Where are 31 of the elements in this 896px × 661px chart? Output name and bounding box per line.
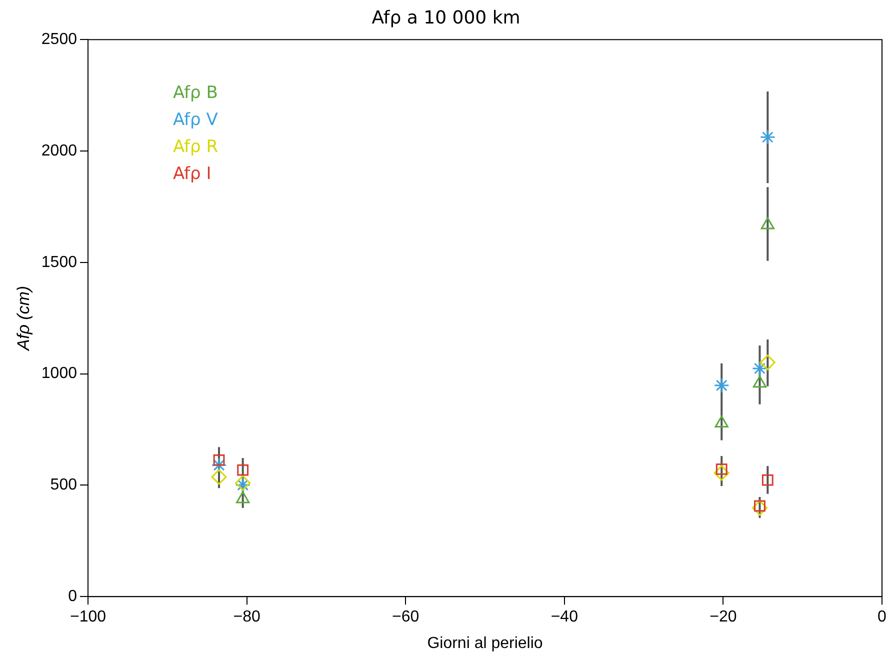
point	[211, 469, 227, 485]
point	[760, 129, 776, 145]
point	[714, 465, 730, 481]
point	[752, 360, 768, 376]
y-tick-label: 0	[68, 588, 78, 606]
text: Afρ B	[172, 82, 218, 105]
y-tick-label: 500	[50, 476, 78, 494]
x-tick-label: −60	[392, 608, 420, 626]
point	[714, 416, 728, 428]
point	[752, 500, 768, 516]
x-axis-title: Giorni al perielio	[427, 634, 543, 652]
y-tick-label: 1000	[41, 365, 78, 382]
text: Afρ V	[172, 108, 218, 132]
text: Afρ I	[172, 162, 212, 186]
x-tick-label: −80	[233, 608, 260, 626]
y-tick-label: 2500	[41, 31, 78, 48]
x-tick-label: −20	[710, 608, 737, 626]
point	[762, 474, 774, 486]
y-tick-label: 2000	[41, 142, 78, 160]
point	[211, 457, 227, 473]
y-tick-label: 1500	[41, 254, 78, 271]
point	[714, 378, 730, 394]
chart-title: Afρ a 10 000 km	[372, 7, 520, 28]
point	[760, 354, 776, 370]
point	[213, 454, 225, 466]
text: Afρ R	[172, 136, 218, 159]
x-tick-label: −100	[70, 608, 106, 626]
x-tick-label: 0	[878, 608, 887, 626]
point	[237, 464, 249, 476]
x-tick-label: −40	[550, 608, 578, 626]
y-axis-title: Afρ (cm)	[14, 286, 33, 352]
